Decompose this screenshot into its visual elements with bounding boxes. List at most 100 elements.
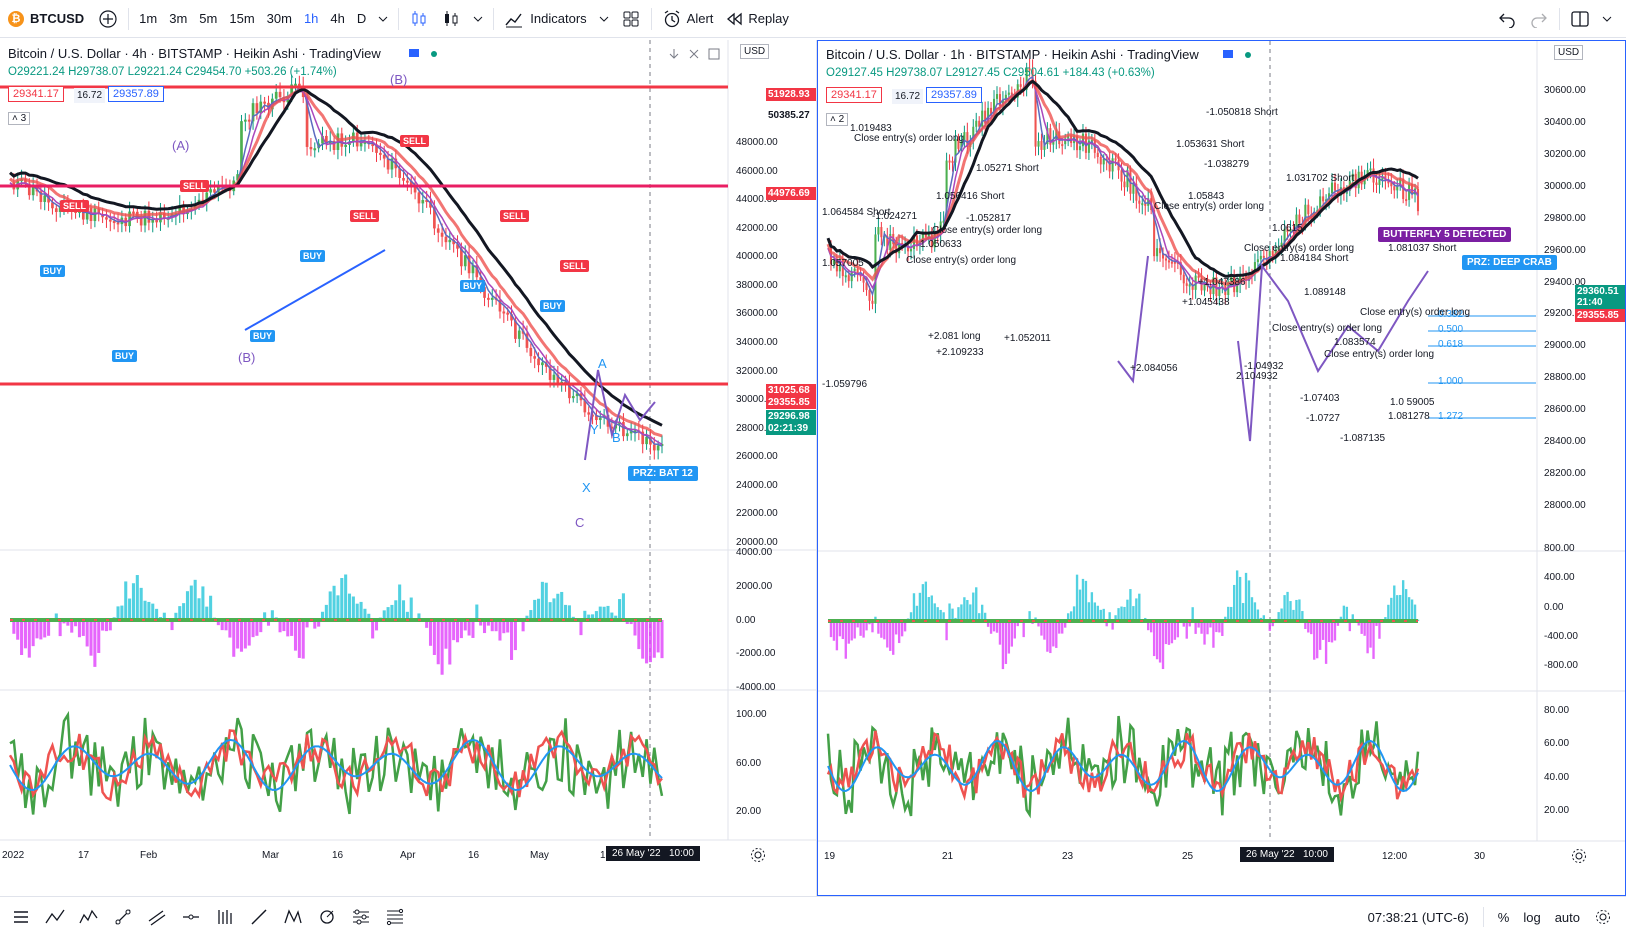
maximize-icon[interactable]	[706, 46, 722, 62]
close-order-label: Close entry(s) order long	[906, 255, 1016, 266]
chart-type-dropdown[interactable]	[467, 0, 489, 38]
alert-button[interactable]: Alert	[656, 0, 720, 38]
undo-button[interactable]	[1491, 0, 1523, 38]
candle-body	[951, 161, 953, 163]
interval-3m[interactable]: 3m	[163, 0, 193, 38]
trend-line-tool[interactable]	[109, 903, 137, 931]
osc-bar	[1022, 621, 1024, 637]
interval-5m[interactable]: 5m	[193, 0, 223, 38]
bars-pattern-tool[interactable]	[211, 903, 239, 931]
osc-bar	[537, 599, 540, 620]
cycle-tool[interactable]	[313, 903, 341, 931]
percent-toggle[interactable]: %	[1498, 910, 1510, 925]
osc-bar	[120, 606, 123, 620]
trade-annotation: 1.056416 Short	[936, 191, 1004, 202]
sell-price-box[interactable]: 29341.17	[826, 87, 882, 103]
candle-body	[537, 359, 540, 365]
interval-15m[interactable]: 15m	[223, 0, 260, 38]
osc-bar	[889, 621, 891, 651]
osc-bar	[59, 620, 62, 636]
osc-bar	[86, 620, 89, 646]
gear-icon[interactable]	[1570, 847, 1588, 865]
osc-bar	[1221, 621, 1223, 636]
trade-annotation: -1.07403	[1300, 393, 1339, 404]
flag-icon[interactable]	[408, 48, 420, 60]
sell-price-box[interactable]: 29341.17	[8, 86, 64, 102]
horizontal-line-tool[interactable]	[177, 903, 205, 931]
templates-button[interactable]	[615, 0, 647, 38]
candle-body	[256, 103, 259, 113]
osc-bar	[922, 584, 924, 621]
trade-annotation: -1.024271	[872, 211, 917, 222]
candle-body	[1103, 159, 1105, 164]
elliott-wave-tool[interactable]	[75, 903, 103, 931]
series-collapse[interactable]: ˄ 3	[8, 112, 30, 125]
chart-pane-left[interactable]: Bitcoin / U.S. Dollar · 4h · BITSTAMP · …	[0, 40, 817, 896]
currency-button[interactable]: USD	[1554, 45, 1583, 60]
status-dot-icon	[1242, 49, 1254, 61]
interval-1h[interactable]: 1h	[298, 0, 324, 38]
buy-price-box[interactable]: 29357.89	[926, 87, 982, 103]
layout-dropdown[interactable]	[1596, 0, 1618, 38]
log-toggle[interactable]: log	[1523, 910, 1540, 925]
close-icon[interactable]	[686, 46, 702, 62]
trade-annotation: -1.052817	[966, 213, 1011, 224]
osc-bar	[999, 621, 1001, 645]
chart-type-button[interactable]	[435, 0, 467, 38]
price-tag: 21:40	[1575, 296, 1625, 309]
osc-bar	[1088, 602, 1090, 621]
interval-4h[interactable]: 4h	[324, 0, 350, 38]
xabcd-pattern-tool[interactable]	[279, 903, 307, 931]
symbol-search[interactable]: ₿ BTCUSD	[0, 11, 92, 27]
osc-bar	[1011, 621, 1013, 647]
gear-icon[interactable]	[1594, 908, 1612, 926]
menu-tool[interactable]	[7, 903, 35, 931]
replay-button[interactable]: Replay	[719, 0, 794, 38]
status-right: 07:38:21 (UTC-6) % log auto	[1368, 897, 1612, 937]
redo-button[interactable]	[1523, 0, 1555, 38]
osc-bar	[1129, 589, 1131, 621]
chart-pane-right[interactable]: Bitcoin / U.S. Dollar · 1h · BITSTAMP · …	[817, 40, 1626, 896]
ray-tool[interactable]	[245, 903, 273, 931]
osc-bar	[657, 620, 660, 652]
interval-1m[interactable]: 1m	[133, 0, 163, 38]
currency-button[interactable]: USD	[740, 44, 769, 59]
layout-button[interactable]	[1564, 0, 1596, 38]
price-tag: 50385.27	[766, 109, 816, 122]
price-tick: 34000.00	[732, 337, 780, 348]
abc-pattern-tool[interactable]	[41, 903, 69, 931]
fib-settings-tool[interactable]	[347, 903, 375, 931]
candle-body	[209, 189, 212, 192]
arrow-down-icon[interactable]	[666, 46, 682, 62]
price-tag: 44976.69	[766, 187, 816, 200]
channel-tool[interactable]	[143, 903, 171, 931]
compare-symbol-button[interactable]	[92, 0, 124, 38]
osc-bar	[1402, 580, 1404, 621]
candle-body	[868, 290, 870, 301]
indicators-button[interactable]: Indicators	[498, 0, 592, 38]
divider	[1483, 907, 1484, 927]
osc-bar	[1328, 621, 1330, 642]
osc-bar	[1008, 621, 1010, 654]
indicators-dropdown[interactable]	[593, 0, 615, 38]
fib-retracement-tool[interactable]	[381, 903, 409, 931]
interval-dropdown[interactable]	[372, 0, 394, 38]
osc-bar	[348, 594, 351, 620]
time-tick: 25	[1182, 851, 1193, 862]
interval-d[interactable]: D	[351, 0, 372, 38]
interval-30m[interactable]: 30m	[261, 0, 298, 38]
osc-bar	[618, 599, 621, 620]
buy-price-box[interactable]: 29357.89	[108, 86, 164, 102]
flag-icon[interactable]	[1222, 49, 1234, 61]
gear-icon[interactable]	[749, 846, 767, 864]
bar-style-button[interactable]	[403, 0, 435, 38]
clock[interactable]: 07:38:21 (UTC-6)	[1368, 910, 1469, 925]
candle-body	[244, 120, 247, 122]
osc-bar	[1346, 607, 1348, 621]
auto-toggle[interactable]: auto	[1555, 910, 1580, 925]
osc-bar	[1168, 621, 1170, 645]
osc-bar	[329, 591, 332, 620]
series-collapse[interactable]: ˄ 2	[826, 113, 848, 126]
osc-bar	[622, 593, 625, 620]
